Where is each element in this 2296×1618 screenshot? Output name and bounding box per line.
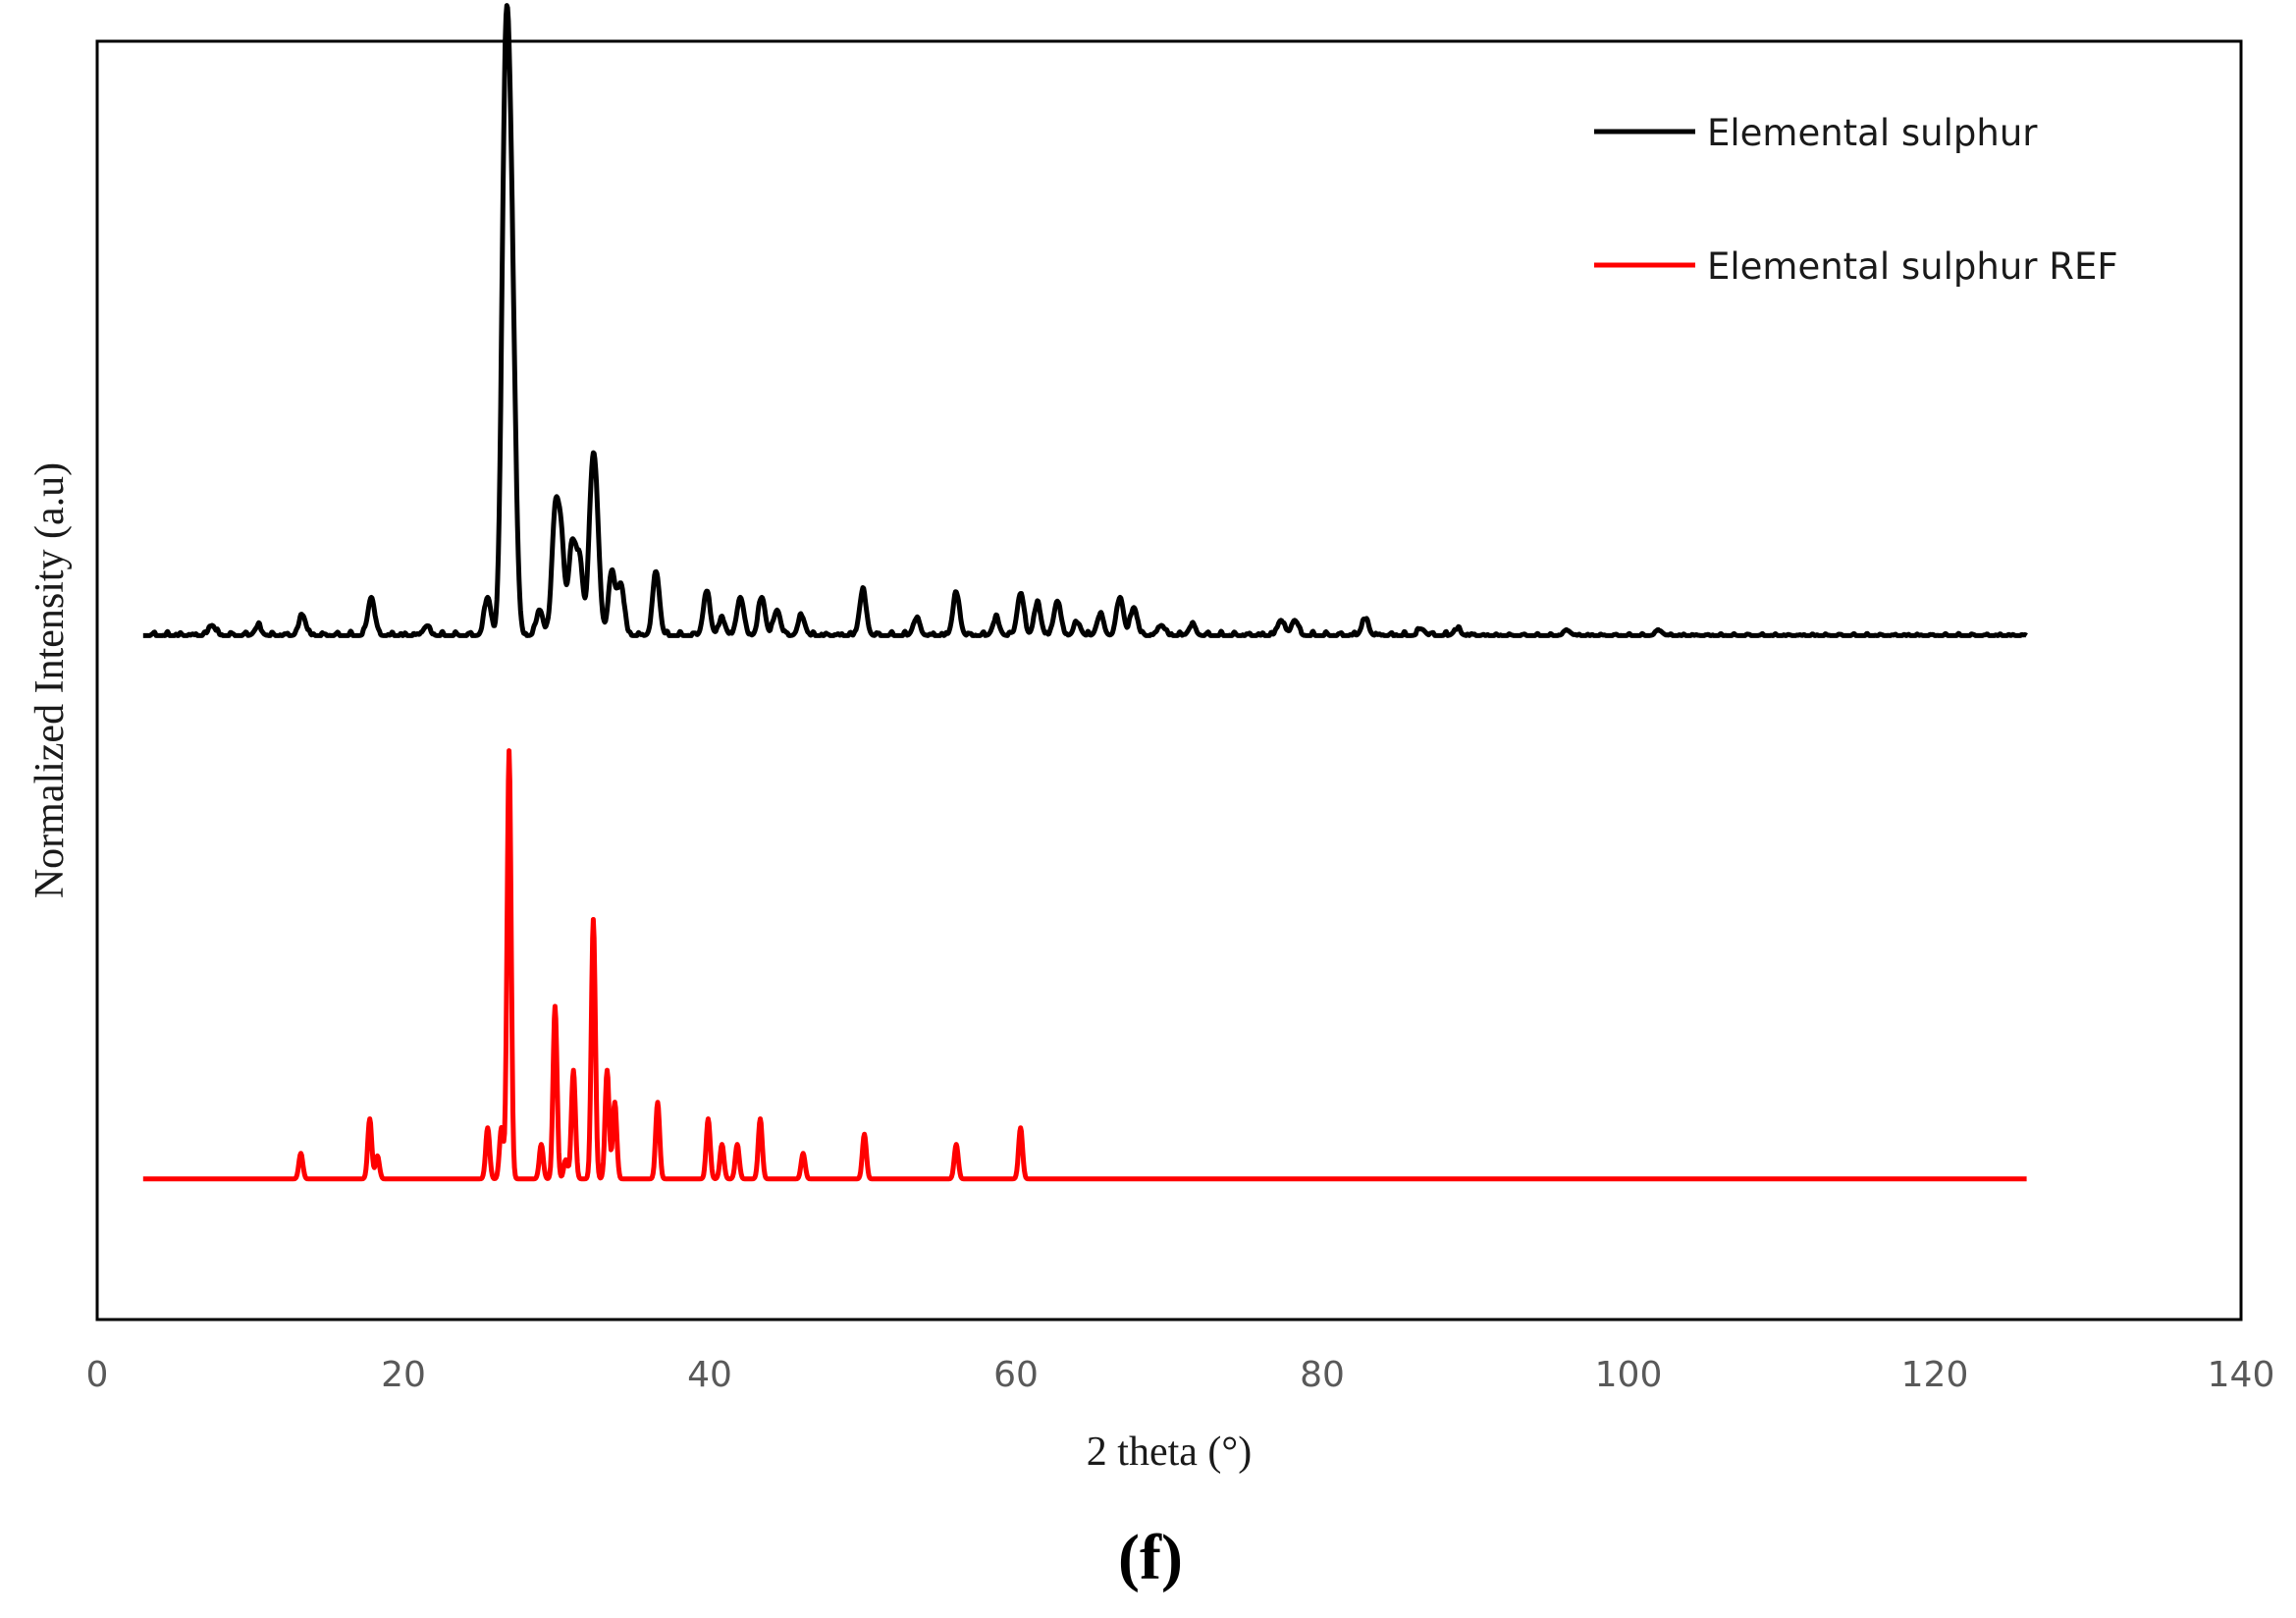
x-tick-label-140: 140 — [2208, 1355, 2275, 1395]
x-tick-label-60: 60 — [993, 1355, 1039, 1395]
series-layer — [141, 3, 2029, 1182]
series-line-elemental-sulphur-ref — [141, 748, 2029, 1182]
x-tick-label-20: 20 — [381, 1355, 426, 1395]
x-tick-label-0: 0 — [86, 1355, 109, 1395]
x-tick-label-80: 80 — [1300, 1355, 1345, 1395]
x-tick-labels: 0 20 40 60 80 100 120 140 — [86, 1355, 2275, 1395]
panel-label: (f) — [1118, 1522, 1183, 1593]
y-axis-title: Normalized Intensity (a.u) — [27, 462, 73, 898]
legend-label-elemental-sulphur: Elemental sulphur — [1707, 112, 2038, 154]
x-tick-label-120: 120 — [1901, 1355, 1969, 1395]
legend-label-elemental-sulphur-ref: Elemental sulphur REF — [1707, 245, 2118, 288]
x-tick-label-100: 100 — [1595, 1355, 1663, 1395]
x-axis-title: 2 theta (°) — [1087, 1429, 1252, 1475]
series-line-elemental-sulphur — [141, 3, 2029, 638]
x-tick-label-40: 40 — [687, 1355, 732, 1395]
plot-frame — [95, 39, 2243, 1321]
legend: Elemental sulphur Elemental sulphur REF — [1594, 112, 2118, 288]
